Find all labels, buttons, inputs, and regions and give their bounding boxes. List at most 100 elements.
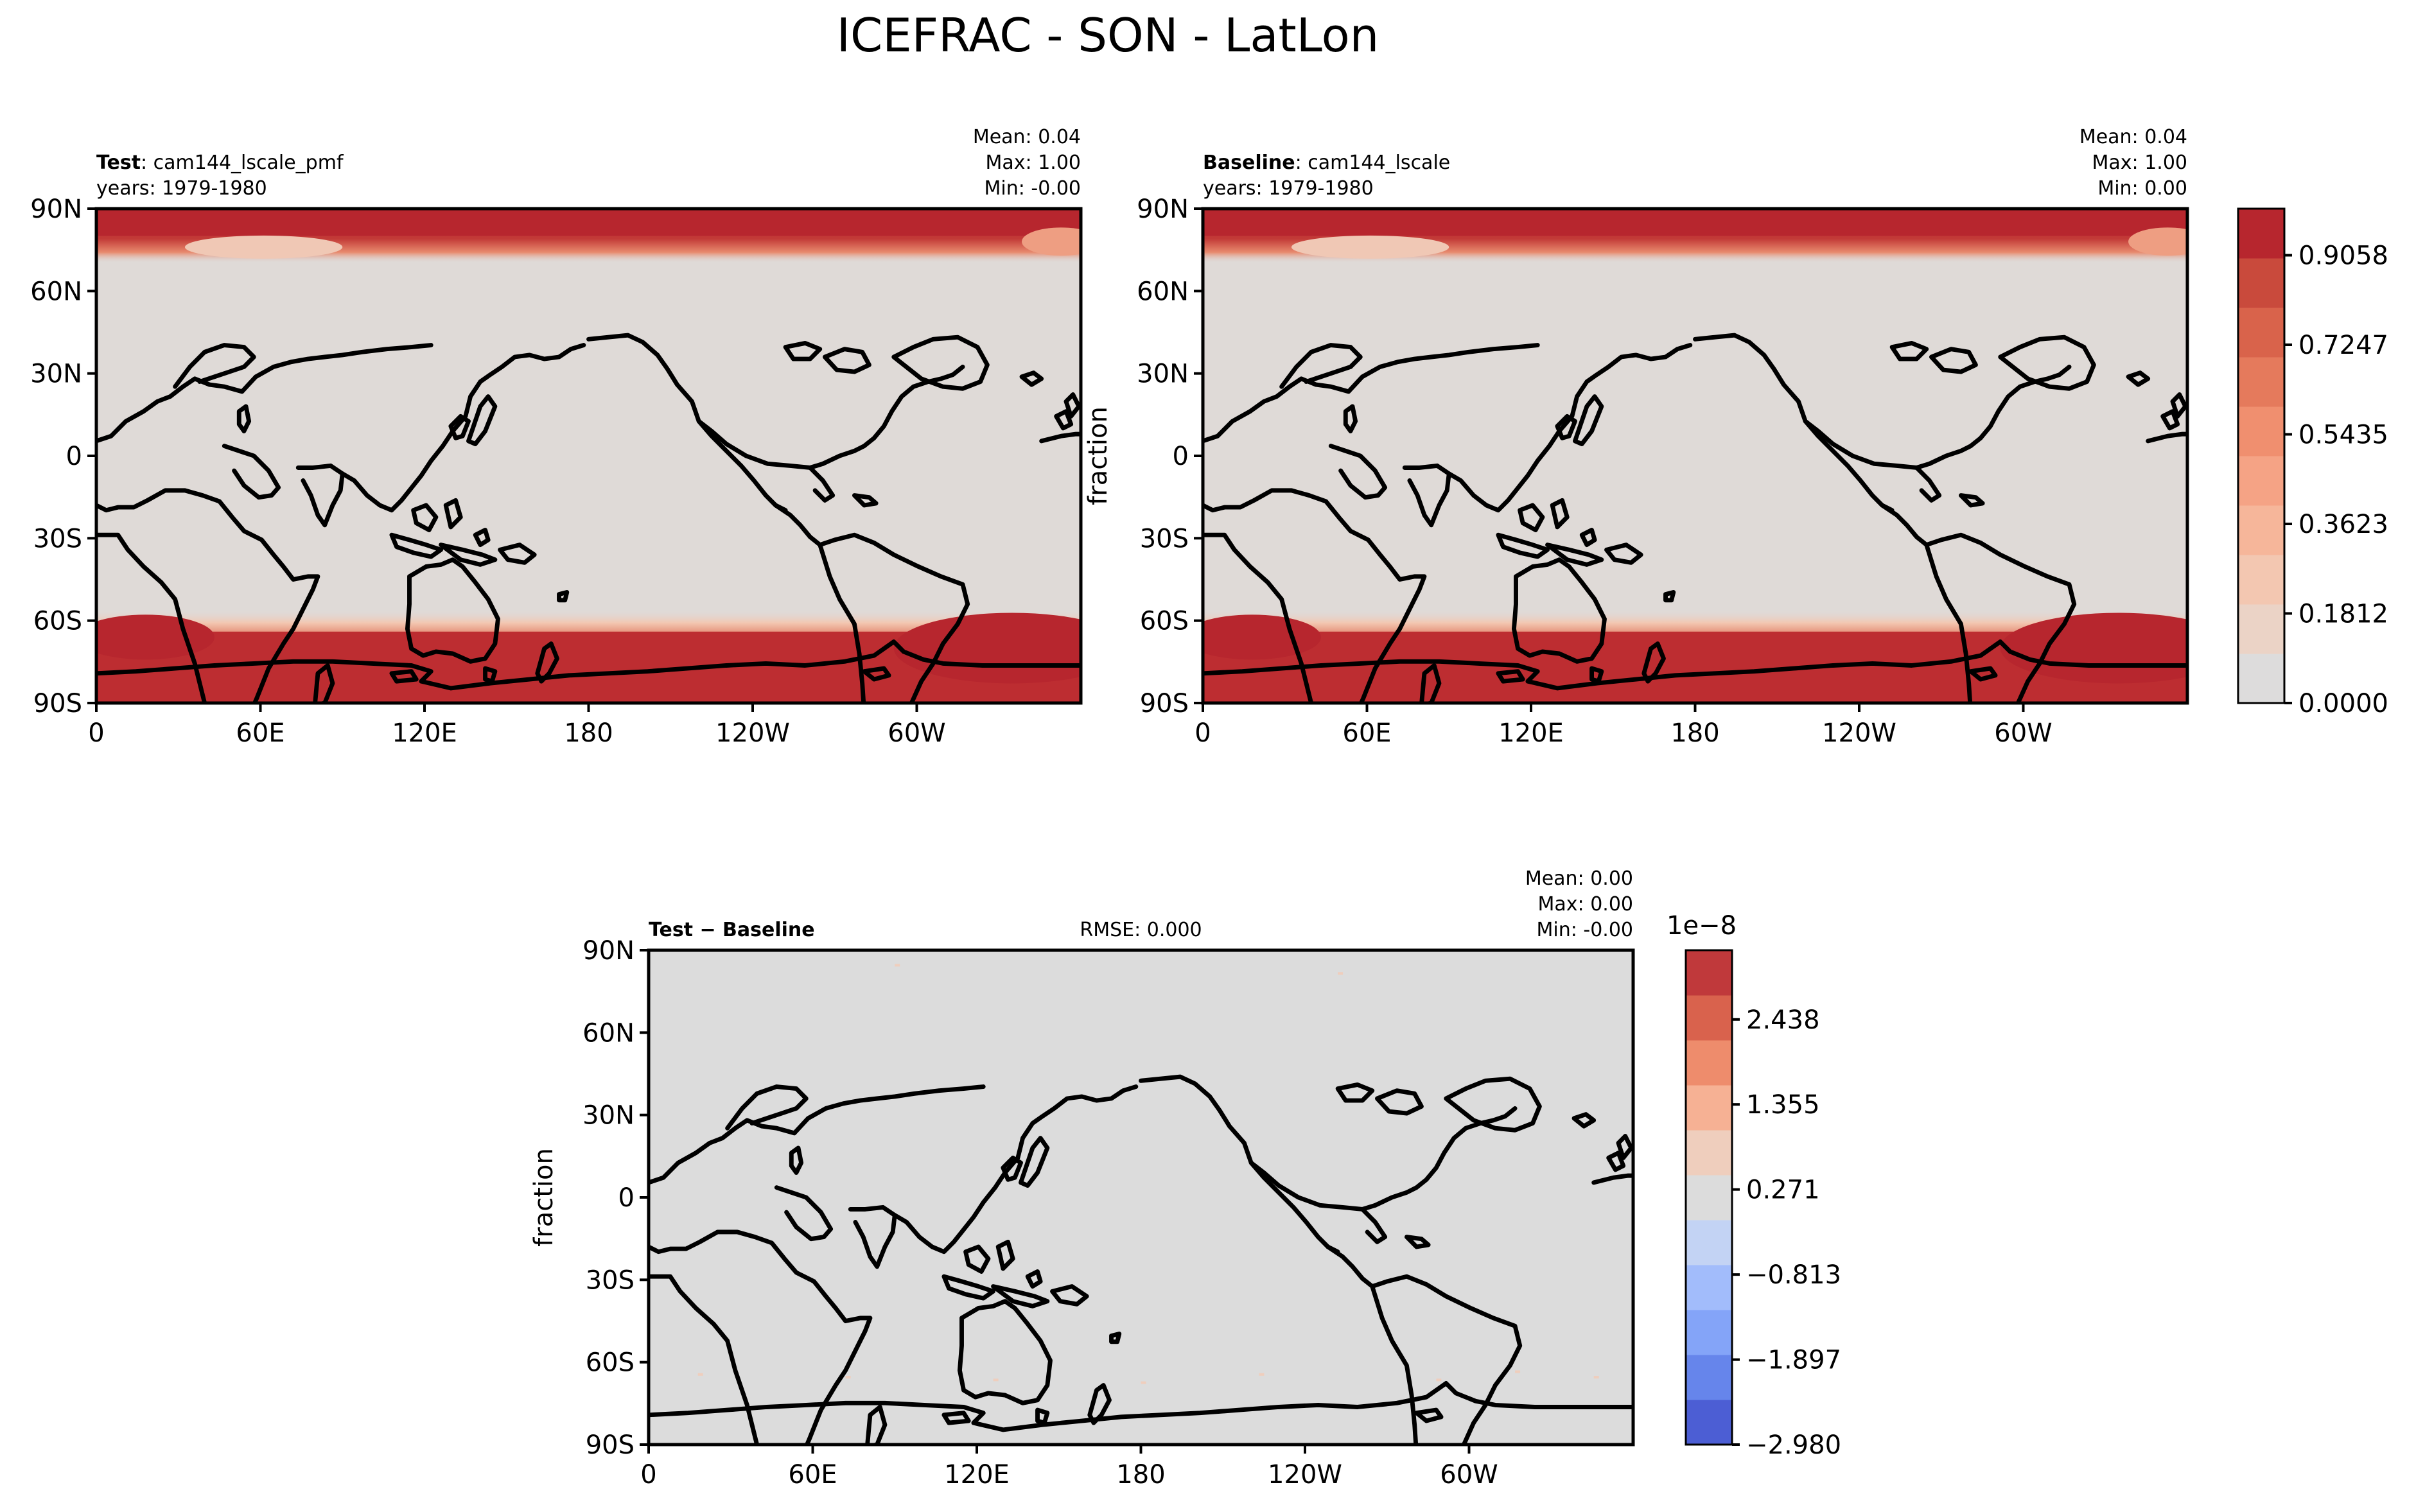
panel-stat: Max: 1.00 (2092, 152, 2187, 174)
colorbar-segment (2238, 604, 2284, 654)
colorbar-tick-label: 0.271 (1746, 1176, 1820, 1205)
x-tick-label: 120E (392, 718, 457, 748)
y-tick-label: 0 (618, 1183, 635, 1213)
x-tick-label: 60E (1342, 718, 1391, 748)
arctic-ice-edge (2128, 227, 2187, 256)
y-tick-label: 30S (33, 524, 82, 553)
map-field-test (96, 209, 1081, 703)
colorbar-frame (1685, 949, 1733, 1446)
colorbar-segment (1686, 1175, 1732, 1221)
panel-label-bold: Baseline (1203, 152, 1295, 174)
panel-stat: Min: -0.00 (985, 177, 1081, 200)
y-tick-label: 90S (586, 1430, 635, 1460)
colorbar-tick-label: 0.1812 (2298, 599, 2388, 629)
colorbar-segment (2238, 406, 2284, 456)
antarctic-ice-west (1203, 614, 1321, 660)
colorbar-segment (2238, 555, 2284, 605)
x-tick-label: 120W (715, 718, 790, 748)
colorbar-tick-label: 0.7247 (2298, 331, 2388, 360)
y-tick-label: 90N (582, 936, 635, 966)
y-tick-label: 60N (1137, 277, 1189, 306)
colorbar-frame (2237, 207, 2286, 704)
x-tick-label: 180 (1670, 718, 1719, 748)
colorbar-exponent: 1e−8 (1667, 911, 1737, 941)
y-tick-label: 0 (1173, 442, 1189, 471)
map-panel-baseline: 0 60E 120E 180 120W 60W 90N 60N 30N 0 30S 60S 90S fra… (1083, 126, 2189, 748)
colorbar-segment (1686, 950, 1732, 996)
diff-speck (1593, 1376, 1599, 1379)
arctic-ice-core (1203, 209, 2187, 236)
colorbar-segment (1686, 1265, 1732, 1310)
x-tick-label: 0 (640, 1460, 656, 1490)
colorbar-segment (1686, 1085, 1732, 1131)
antarctic-ice-west (96, 614, 214, 660)
x-tick-label: 60E (236, 718, 284, 748)
y-tick-label: 30N (1137, 360, 1189, 389)
arctic-ice-edge (1022, 227, 1081, 256)
panel-stat: Min: 0.00 (2097, 177, 2187, 200)
panel-label: Test − Baseline (649, 919, 815, 941)
colorbar-segment (1686, 1400, 1732, 1445)
rmse-label: RMSE: 0.000 (1080, 919, 1202, 941)
arctic-ice-core (96, 209, 1081, 236)
panel-years: years: 1979-1980 (1203, 177, 1374, 200)
colorbar-segment (2238, 505, 2284, 555)
panel-stat: Max: 0.00 (1538, 893, 1633, 916)
x-tick-label: 60W (1994, 718, 2052, 748)
panel-years: years: 1979-1980 (96, 177, 267, 200)
y-tick-label: 90S (33, 689, 82, 718)
colorbar-segment (2238, 357, 2284, 407)
diff-speck (1338, 972, 1344, 975)
x-tick-label: 60E (788, 1460, 837, 1490)
x-tick-label: 0 (1195, 718, 1211, 748)
panel-stat: Mean: 0.04 (2079, 126, 2187, 148)
colorbar-segment (1686, 995, 1732, 1041)
y-tick-label: 60N (582, 1018, 635, 1048)
map-field-diff (649, 950, 1633, 1445)
colorbar-tick-label: 0.0000 (2298, 689, 2388, 718)
y-tick-label: 0 (66, 442, 82, 471)
map-panel-test: 0 60E 120E 180 120W 60W 90N 60N 30N 0 30S 60S 90S Tes… (30, 126, 1083, 748)
panel-stat: Mean: 0.00 (1525, 867, 1633, 890)
diff-speck (1141, 1381, 1146, 1384)
y-tick-label: 30S (586, 1265, 635, 1295)
y-tick-label: 60S (1140, 607, 1189, 636)
y-tick-label: 30S (1140, 524, 1189, 553)
colorbar-segment (1686, 1040, 1732, 1086)
diff-speck (993, 1378, 999, 1382)
colorbar-tick-label: 2.438 (1746, 1005, 1820, 1035)
diff-speck (845, 1376, 851, 1379)
panel-label-case: : cam144_lscale (1295, 152, 1451, 174)
y-tick-label: 90N (1137, 195, 1189, 224)
x-tick-label: 120W (1822, 718, 1896, 748)
colorbar-tick-label: −2.980 (1746, 1430, 1841, 1460)
panel-label-case: : cam144_lscale_pmf (141, 152, 344, 174)
colorbar-segment (1686, 1130, 1732, 1176)
figure-title: ICEFRAC - SON - LatLon (837, 8, 1379, 62)
arctic-ice-edge (184, 235, 343, 259)
x-tick-label: 180 (1116, 1460, 1165, 1490)
map-field-baseline (1203, 209, 2187, 703)
y-axis-label: fraction (529, 1148, 559, 1247)
colorbar-tick-label: −0.813 (1746, 1260, 1841, 1290)
x-tick-label: 60W (888, 718, 945, 748)
y-axis-label: fraction (1083, 406, 1113, 505)
diff-speck (1436, 1378, 1442, 1382)
panel-stat: Mean: 0.04 (973, 126, 1081, 148)
arctic-ice-edge (1291, 235, 1449, 259)
x-tick-label: 60W (1440, 1460, 1498, 1490)
y-tick-label: 60N (30, 277, 82, 306)
y-tick-label: 90S (1140, 689, 1189, 718)
y-tick-label: 60S (33, 607, 82, 636)
colorbar-segment (2238, 258, 2284, 308)
colorbar-segment (2238, 654, 2284, 704)
colorbar-tick-label: 0.5435 (2298, 421, 2388, 450)
x-tick-label: 120E (944, 1460, 1010, 1490)
x-tick-label: 120W (1268, 1460, 1342, 1490)
x-tick-label: 180 (564, 718, 613, 748)
panel-label-bold: Test (96, 152, 141, 174)
map-background (649, 950, 1633, 1445)
x-tick-label: 120E (1498, 718, 1564, 748)
diff-speck (895, 964, 900, 967)
